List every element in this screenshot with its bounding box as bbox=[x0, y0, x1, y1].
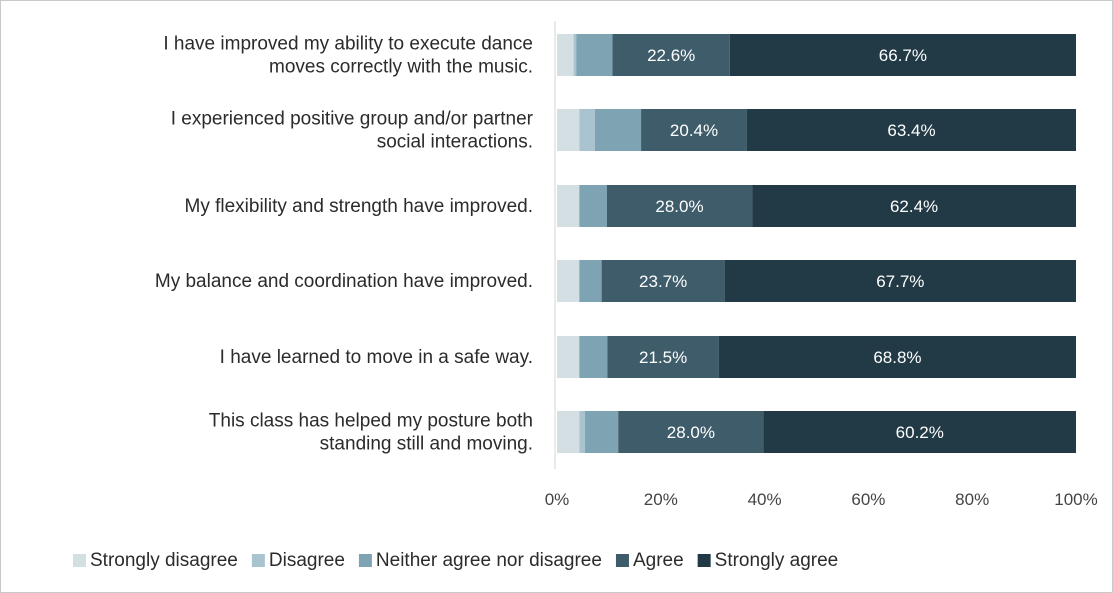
x-tick-label-5: 80% bbox=[955, 490, 989, 509]
x-tick-label-3: 40% bbox=[748, 490, 782, 509]
bar-segment-2-4 bbox=[641, 109, 747, 151]
legend-label-4: Agree bbox=[633, 550, 684, 571]
bar-segment-6-2 bbox=[579, 411, 586, 453]
data-label-5-4: 21.5% bbox=[639, 348, 687, 367]
bar-segment-3-5 bbox=[752, 185, 1076, 227]
data-label-4-5: 67.7% bbox=[876, 272, 924, 291]
bar-segment-5-5 bbox=[718, 336, 1076, 378]
bar-segment-2-1 bbox=[557, 109, 580, 151]
bar-segment-4-1 bbox=[557, 260, 580, 302]
bar-segment-1-3 bbox=[576, 34, 613, 76]
bar-segment-1-1 bbox=[557, 34, 574, 76]
bar-segment-5-3 bbox=[579, 336, 608, 378]
data-label-5-5: 68.8% bbox=[873, 348, 921, 367]
bar-segment-2-5 bbox=[746, 109, 1076, 151]
category-label-5: I have learned to move in a safe way. bbox=[220, 347, 533, 368]
legend-swatch-5 bbox=[697, 554, 711, 567]
data-label-2-5: 63.4% bbox=[887, 121, 935, 140]
data-label-1-5: 66.7% bbox=[879, 46, 927, 65]
legend-swatch-3 bbox=[358, 554, 372, 567]
category-label-2: I experienced positive group and/or part… bbox=[171, 109, 534, 153]
bar-segment-3-1 bbox=[557, 185, 580, 227]
bar-segment-3-4 bbox=[606, 185, 753, 227]
data-label-2-4: 20.4% bbox=[670, 121, 718, 140]
bar-segment-2-3 bbox=[594, 109, 642, 151]
x-tick-label-1: 0% bbox=[545, 490, 570, 509]
legend-label-3: Neither agree nor disagree bbox=[376, 550, 602, 571]
bar-segment-6-5 bbox=[763, 411, 1076, 453]
bar-segment-2-2 bbox=[579, 109, 595, 151]
legend-label-2: Disagree bbox=[269, 550, 345, 571]
category-label-6: This class has helped my posture both sta… bbox=[209, 411, 533, 455]
data-label-6-4: 28.0% bbox=[667, 423, 715, 442]
bar-segment-6-3 bbox=[585, 411, 619, 453]
legend-swatch-1 bbox=[73, 554, 86, 567]
bar-segment-6-4 bbox=[618, 411, 764, 453]
category-label-1: I have improved my ability to execute da… bbox=[163, 34, 533, 78]
x-tick-label-2: 20% bbox=[644, 490, 678, 509]
x-tick-label-6: 100% bbox=[1054, 490, 1097, 509]
bar-segment-5-4 bbox=[607, 336, 719, 378]
x-tick-label-4: 60% bbox=[851, 490, 885, 509]
category-label-3: My flexibility and strength have improve… bbox=[185, 196, 534, 217]
bar-segment-3-3 bbox=[579, 185, 607, 227]
bar-segment-6-1 bbox=[557, 411, 580, 453]
data-label-4-4: 23.7% bbox=[639, 272, 687, 291]
data-label-6-5: 60.2% bbox=[896, 423, 944, 442]
data-label-3-4: 28.0% bbox=[655, 197, 703, 216]
legend-swatch-2 bbox=[251, 554, 265, 567]
bar-segment-4-4 bbox=[601, 260, 725, 302]
legend-label-5: Strongly agree bbox=[715, 550, 839, 571]
bar-segment-4-3 bbox=[579, 260, 602, 302]
bar-segment-1-5 bbox=[729, 34, 1076, 76]
legend-label-1: Strongly disagree bbox=[90, 550, 238, 571]
legend-swatch-4 bbox=[615, 554, 629, 567]
bar-segment-5-1 bbox=[557, 336, 580, 378]
bar-segment-1-2 bbox=[573, 34, 577, 76]
bar-segment-4-5 bbox=[724, 260, 1076, 302]
data-label-1-4: 22.6% bbox=[647, 46, 695, 65]
data-label-3-5: 62.4% bbox=[890, 197, 938, 216]
bar-segment-1-4 bbox=[612, 34, 730, 76]
category-label-4: My balance and coordination have improve… bbox=[155, 271, 533, 292]
